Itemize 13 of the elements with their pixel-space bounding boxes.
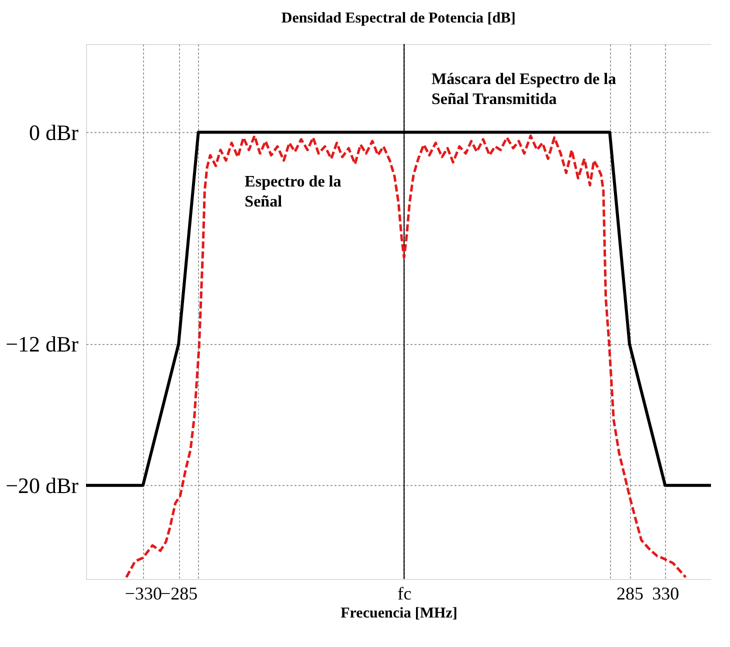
- x-axis-title: Frecuencia [MHz]: [340, 606, 458, 622]
- x-tick-label: 330: [652, 584, 680, 604]
- x-tick-label: −285: [160, 584, 198, 604]
- y-tick-label: 0 dBr: [29, 120, 80, 145]
- line-series: [125, 134, 687, 578]
- y-tick-label: −12 dBr: [6, 332, 80, 357]
- annotation: Espectro de la Señal: [244, 173, 342, 210]
- x-tick-label: fc: [398, 584, 412, 604]
- y-tick-label: −20 dBr: [6, 472, 80, 498]
- x-tick-label: 285: [616, 584, 644, 604]
- x-tick-label: −330: [124, 584, 162, 604]
- annotation: Máscara del Espectro de la Señal Transmitida: [432, 70, 616, 108]
- chart-title: Densidad Espectral de Potencia [dB]: [281, 10, 516, 26]
